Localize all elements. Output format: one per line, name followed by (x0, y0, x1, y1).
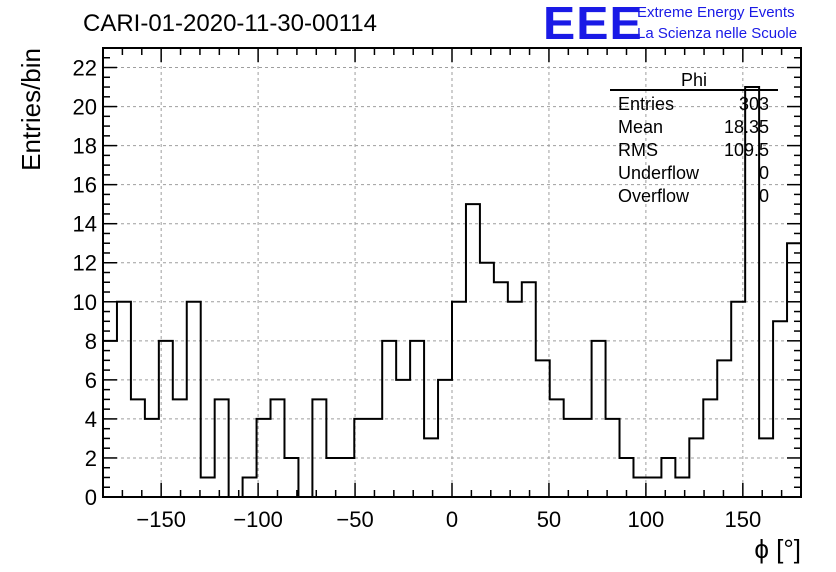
y-tick-label: 8 (85, 329, 97, 354)
logo-subtitle-line1: Extreme Energy Events (637, 4, 795, 21)
y-tick-label: 4 (85, 407, 97, 432)
y-tick-label: 22 (73, 56, 97, 81)
stats-value: 303 (739, 94, 769, 114)
chart-title: CARI-01-2020-11-30-00114 (83, 10, 377, 37)
y-tick-label: 10 (73, 290, 97, 315)
stats-box: Phi Entries 303 Mean 18.35 RMS 109.5 Underflow… (610, 70, 778, 206)
stats-rows: Entries 303 Mean 18.35 RMS 109.5 Underflow 0 Ove… (618, 94, 769, 206)
stats-value: 0 (759, 186, 769, 206)
x-axis-label: ϕ [°] (754, 534, 801, 564)
y-axis-label: Entries/bin (16, 48, 46, 171)
stats-label: Entries (618, 94, 674, 114)
stats-label: Overflow (618, 186, 690, 206)
y-tick-label: 18 (73, 134, 97, 159)
y-tick-label: 14 (73, 212, 97, 237)
axis-ticks (103, 47, 801, 498)
logo-subtitle-line2: La Scienza nelle Scuole (637, 25, 798, 42)
y-tick-label: 6 (85, 368, 97, 393)
y-tick-label: 0 (85, 485, 97, 510)
x-tick-label: 50 (537, 507, 561, 532)
x-tick-label: 100 (628, 507, 665, 532)
x-tick-label: 0 (446, 507, 458, 532)
stats-label: RMS (618, 140, 658, 160)
y-tick-label: 20 (73, 95, 97, 120)
stats-title: Phi (681, 70, 707, 90)
x-tick-label: −150 (136, 507, 186, 532)
y-tick-label: 16 (73, 173, 97, 198)
y-tick-label: 2 (85, 446, 97, 471)
x-tick-labels: −150 −100 −50 0 50 100 150 (136, 507, 761, 532)
stats-label: Underflow (618, 163, 700, 183)
stats-value: 0 (759, 163, 769, 183)
stats-value: 109.5 (724, 140, 769, 160)
y-tick-labels: 0 2 4 6 8 10 12 14 16 18 20 22 (73, 56, 97, 510)
y-tick-label: 12 (73, 251, 97, 276)
grid (103, 48, 801, 498)
x-tick-label: −100 (233, 507, 283, 532)
stats-value: 18.35 (724, 117, 769, 137)
eee-logo: EEE (543, 0, 643, 49)
x-tick-label: 150 (724, 507, 761, 532)
histogram-outline (102, 86, 802, 498)
x-tick-label: −50 (336, 507, 373, 532)
stats-label: Mean (618, 117, 663, 137)
